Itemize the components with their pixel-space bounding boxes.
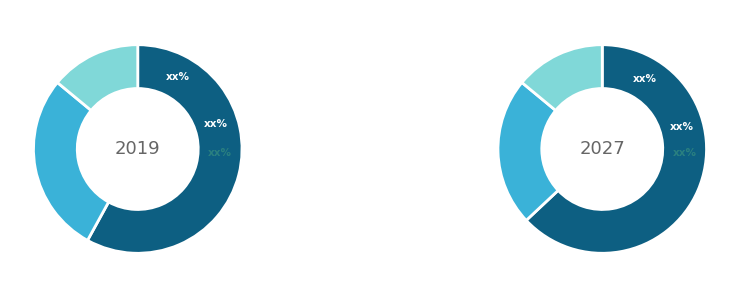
Text: xx%: xx% — [670, 122, 693, 132]
Wedge shape — [87, 45, 242, 253]
Text: 2027: 2027 — [579, 140, 625, 158]
Text: Canada: Canada — [337, 148, 385, 161]
FancyBboxPatch shape — [313, 208, 325, 236]
FancyBboxPatch shape — [313, 73, 325, 101]
Text: 2019: 2019 — [115, 140, 161, 158]
Wedge shape — [522, 45, 602, 111]
Text: xx%: xx% — [166, 72, 189, 82]
FancyBboxPatch shape — [313, 141, 325, 169]
Text: xx%: xx% — [208, 148, 232, 158]
Wedge shape — [58, 45, 138, 111]
Wedge shape — [526, 45, 707, 253]
Text: xx%: xx% — [633, 74, 657, 84]
Text: Mexico: Mexico — [337, 215, 380, 228]
Text: xx%: xx% — [204, 119, 228, 128]
Text: US: US — [337, 81, 354, 94]
Wedge shape — [33, 83, 109, 240]
Wedge shape — [498, 83, 558, 221]
Text: xx%: xx% — [673, 148, 696, 158]
